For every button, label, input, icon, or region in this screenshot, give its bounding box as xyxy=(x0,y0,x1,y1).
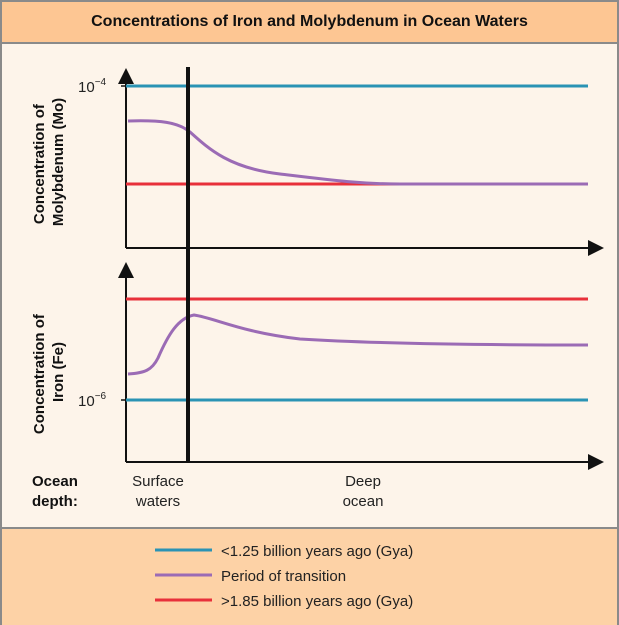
fe-ylabel: Concentration of Iron (Fe) xyxy=(31,310,67,434)
fe-ytick-exponent: −6 xyxy=(95,391,107,402)
x-category-deep-line-1: Deep xyxy=(345,473,381,490)
legend-label-transition: Period of transition xyxy=(221,568,346,585)
mo-ylabel-line-2: Molybdenum (Mo) xyxy=(50,98,67,226)
legend-label-recent: <1.25 billion years ago (Gya) xyxy=(221,543,413,560)
fe-ylabel-line-2: Iron (Fe) xyxy=(50,342,67,402)
mo-series-transition xyxy=(127,119,588,186)
mo-ytick-exponent: −4 xyxy=(95,77,107,88)
fe-ytick-base: 10 xyxy=(78,393,95,410)
ocean-depth-label: Ocean depth: xyxy=(32,473,78,510)
mo-ytick-base: 10 xyxy=(78,79,95,96)
x-category-deep-line-2: ocean xyxy=(343,493,384,510)
fe-ytick-label: 10−6 xyxy=(78,391,107,410)
x-category-surface-line-2: waters xyxy=(135,493,180,510)
ocean-depth-label-line-2: depth: xyxy=(32,493,78,510)
fe-ylabel-line-1: Concentration of xyxy=(31,313,48,434)
x-category-surface: Surface waters xyxy=(132,473,184,510)
chart-title: Concentrations of Iron and Molybdenum in… xyxy=(2,2,617,44)
legend-panel xyxy=(2,527,617,625)
mo-ylabel: Concentration of Molybdenum (Mo) xyxy=(31,98,67,226)
legend: <1.25 billion years ago (Gya) Period of … xyxy=(155,543,413,610)
x-category-deep: Deep ocean xyxy=(343,473,384,510)
fe-series-transition xyxy=(127,313,589,376)
mo-ylabel-line-1: Concentration of xyxy=(31,103,48,224)
ocean-depth-label-line-1: Ocean xyxy=(32,473,78,490)
legend-label-ancient: >1.85 billion years ago (Gya) xyxy=(221,593,413,610)
mo-ytick-label: 10−4 xyxy=(78,77,107,96)
x-category-surface-line-1: Surface xyxy=(132,473,184,490)
